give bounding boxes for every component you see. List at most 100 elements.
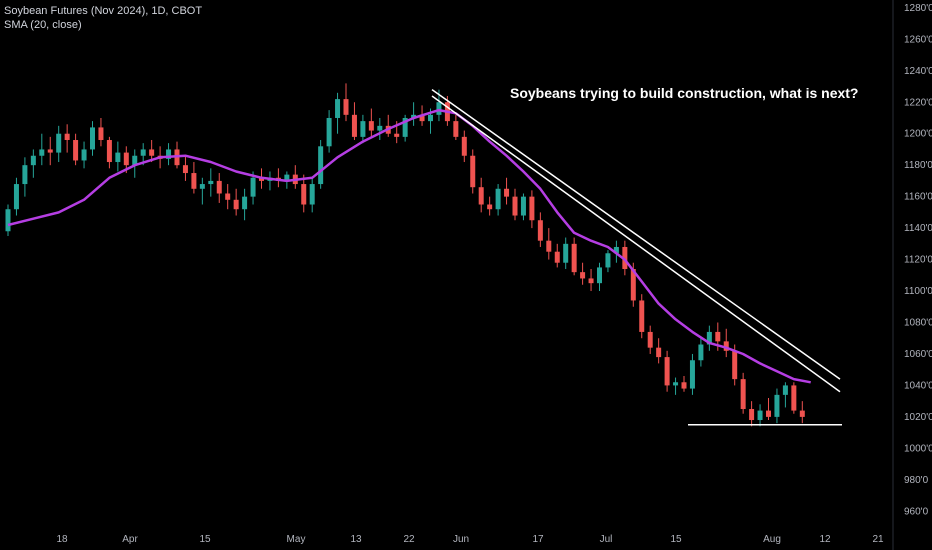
chart-annotation[interactable]: Soybeans trying to build construction, w… <box>510 85 859 101</box>
price-axis[interactable]: 1280'0 1260'0 1240'0 1220'0 1200'0 1180'0 1160… <box>892 0 932 550</box>
sma-line <box>7 108 811 384</box>
candle-body <box>630 269 636 301</box>
x-tick-label: May <box>287 534 306 545</box>
y-tick-label: 980'0 <box>904 475 929 486</box>
candle-body <box>428 114 433 122</box>
candle-body <box>453 121 459 137</box>
y-tick-label: 1120'0 <box>904 255 932 266</box>
candle-body <box>487 204 493 210</box>
candle-body <box>39 149 45 156</box>
candle-body <box>554 251 560 263</box>
candle-body <box>478 187 484 205</box>
candle-body <box>368 121 374 131</box>
y-tick-label: 960'0 <box>904 506 929 517</box>
candle-body <box>335 99 341 118</box>
candle-body <box>571 243 577 273</box>
candle-body <box>689 360 695 389</box>
candle-body <box>504 188 510 197</box>
candle-body <box>402 117 408 137</box>
candle-body <box>98 127 104 141</box>
x-tick-label: 12 <box>819 534 831 545</box>
candle-body <box>259 177 264 181</box>
candle-body <box>47 149 53 153</box>
candle-body <box>740 379 746 410</box>
candle-body <box>563 243 569 263</box>
candle-body <box>343 99 349 115</box>
candle-body <box>250 177 256 197</box>
candle-body <box>123 152 129 166</box>
candle-body <box>411 114 417 118</box>
candle-body <box>360 121 366 137</box>
candle-body <box>81 149 87 161</box>
y-tick-label: 1040'0 <box>904 380 932 391</box>
x-tick-label: 21 <box>872 534 884 545</box>
candle-body <box>749 409 755 421</box>
candle-body <box>326 117 332 147</box>
trendline <box>431 89 841 380</box>
candle-body <box>233 199 239 210</box>
candle-body <box>132 155 138 166</box>
candle-body <box>588 278 594 284</box>
candle-body <box>461 136 467 156</box>
candle-body <box>673 382 679 386</box>
candle-body <box>520 196 526 216</box>
candle-body <box>182 165 188 174</box>
candle-body <box>5 209 11 232</box>
x-tick-label: 13 <box>350 534 362 545</box>
candle-body <box>613 246 619 254</box>
candle-body <box>529 196 535 221</box>
candle-body <box>106 140 112 163</box>
candle-body <box>166 149 172 159</box>
candle-body <box>56 133 62 153</box>
candle-body <box>723 341 729 351</box>
y-tick-label: 1180'0 <box>904 160 932 171</box>
candle-body <box>318 146 324 185</box>
candle-body <box>791 385 797 411</box>
candle-body <box>284 174 290 181</box>
candle-body <box>715 331 721 342</box>
candle-body <box>546 240 552 252</box>
candle-body <box>419 114 425 122</box>
candle-body <box>377 125 383 131</box>
candle-body <box>73 140 79 161</box>
candle-body <box>706 331 712 345</box>
time-axis[interactable]: 18 Apr 15 May 13 22 Jun 17 Jul 15 Aug 12 21 <box>56 534 884 545</box>
candle-body <box>208 180 214 185</box>
candle-body <box>22 165 28 185</box>
candle-body <box>301 184 307 205</box>
y-tick-label: 1140'0 <box>904 223 932 234</box>
trendline-channel[interactable] <box>431 89 841 393</box>
candle-body <box>757 410 763 421</box>
candle-body <box>140 149 146 156</box>
x-tick-label: Jul <box>600 534 613 545</box>
y-tick-label: 1260'0 <box>904 34 932 45</box>
candle-body <box>647 331 653 348</box>
y-tick-label: 1220'0 <box>904 97 932 108</box>
symbol-title[interactable]: Soybean Futures (Nov 2024), 1D, CBOT <box>4 5 203 17</box>
candle-body <box>470 155 476 188</box>
candle-body <box>681 382 687 389</box>
x-tick-label: 15 <box>199 534 211 545</box>
candle-body <box>774 394 780 417</box>
candle-body <box>512 196 518 216</box>
candle-body <box>149 149 155 156</box>
candle-body <box>766 410 771 417</box>
indicator-label[interactable]: SMA (20, close) <box>4 19 82 31</box>
candle-body <box>732 350 738 380</box>
candle-body <box>782 385 788 395</box>
candle-body <box>580 272 586 279</box>
x-tick-label: Jun <box>453 534 469 545</box>
candle-body <box>191 173 197 189</box>
candle-body <box>664 357 670 386</box>
y-tick-label: 1080'0 <box>904 317 932 328</box>
y-tick-label: 1200'0 <box>904 129 932 140</box>
y-tick-label: 1000'0 <box>904 443 932 454</box>
candle-body <box>622 246 628 270</box>
y-tick-label: 1100'0 <box>904 286 932 297</box>
y-tick-label: 1240'0 <box>904 66 932 77</box>
candle-body <box>639 300 645 332</box>
candle-body <box>64 133 70 141</box>
candle-body <box>605 253 611 268</box>
